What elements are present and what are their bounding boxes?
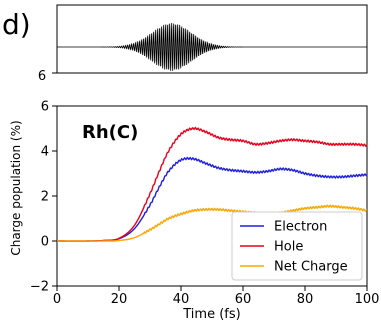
x-tick-label: 0 [53,292,61,307]
legend-entry-label: Electron [274,220,327,235]
ticks-layer: 0 20 40 60 80 100 −2 0 2 4 6 [30,100,380,308]
inset-frame [56,4,368,74]
y-tick-label: 6 [41,100,49,115]
inset-ytick-label: 6 [38,69,46,84]
legend-entry-label: Hole [274,240,303,255]
legend: Electron Hole Net Charge [231,211,363,281]
x-axis-label: Time (fs) [182,307,240,321]
pulse-inset: 6 [38,4,368,84]
chart-annotation: Rh(C) [82,122,138,143]
legend-entry-label: Net Charge [274,260,348,275]
series-layer [57,126,368,242]
series-line-net-charge [57,204,368,242]
x-tick-label: 40 [173,292,190,307]
y-tick-label: 4 [41,145,49,160]
x-tick-label: 20 [111,292,128,307]
y-tick-label: −2 [30,280,49,295]
pulse-waveform [57,22,367,71]
y-tick-label: 0 [41,235,49,250]
legend-box [231,211,363,281]
y-tick-label: 2 [41,190,49,205]
x-tick-label: 100 [355,292,380,307]
panel-label: d) [2,8,31,41]
x-tick-label: 80 [297,292,314,307]
y-axis-label: Charge population (%) [9,120,23,255]
main-chart: 0 20 40 60 80 100 −2 0 2 4 6 Rh(C) Time (fs) Charg… [9,100,379,321]
x-tick-label: 60 [235,292,252,307]
